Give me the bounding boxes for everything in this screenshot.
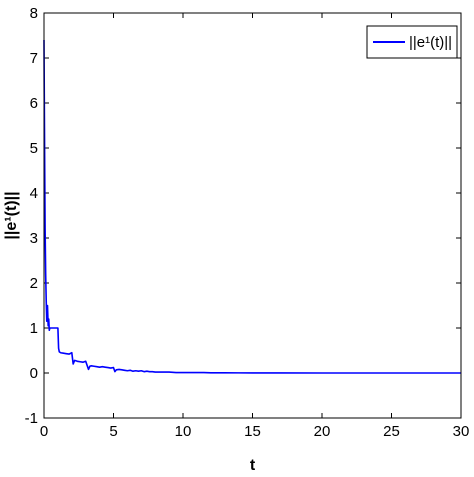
plot-background	[44, 13, 461, 418]
y-tick-label: 8	[30, 5, 38, 22]
x-tick-label: 5	[109, 423, 117, 440]
x-tick-label: 0	[40, 423, 48, 440]
y-axis-label: ||e¹(t)||	[3, 191, 20, 239]
plot-area	[44, 13, 461, 418]
y-tick-label: 0	[30, 365, 38, 382]
plot-frame	[43, 12, 462, 419]
y-tick-label: 4	[30, 185, 38, 202]
x-tick-label: 20	[314, 423, 331, 440]
y-tick-label: 2	[30, 275, 38, 292]
x-axis-label: t	[250, 457, 256, 474]
x-tick-label: 30	[453, 423, 470, 440]
series-layer	[43, 39, 461, 374]
series-line	[43, 39, 461, 374]
y-tick-label: 3	[30, 230, 38, 247]
y-tick-label: 6	[30, 95, 38, 112]
y-tick-label: 5	[30, 140, 38, 157]
x-tick-label: 15	[244, 423, 261, 440]
legend: ||e¹(t)||	[366, 25, 458, 59]
y-tick-label: -1	[25, 410, 38, 427]
x-tick-label: 10	[175, 423, 192, 440]
legend-label: ||e¹(t)||	[409, 34, 452, 51]
y-tick-label: 7	[30, 50, 38, 67]
x-tick-label: 25	[383, 423, 400, 440]
y-tick-label: 1	[30, 320, 38, 337]
